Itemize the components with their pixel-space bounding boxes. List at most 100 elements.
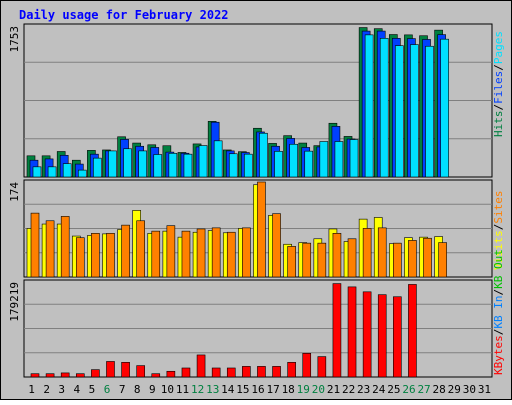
bar-sites: Sites 6: 80 [106,233,115,278]
bar-pages: Pages 10: 275 [168,153,178,178]
bar-pages: Pages 8: 303 [138,150,147,178]
bar-kbytes: KBytes 19: 44700 [302,353,312,378]
y-max-label: 1753 [8,26,21,53]
bar-pages: Pages 25: 1525 [395,45,404,178]
bar-sites: Sites 7: 95 [121,224,130,278]
bar-sites: Sites 24: 90 [377,227,387,278]
bar-kbytes: KBytes 24: 155300 [377,294,387,378]
x-axis: 1 2 3 4 5 6 7 8 9 10 11 12 13 14 15 16 17 18 19 20 21 22 23 24 2… [28,383,491,396]
bar-sites: Sites 28: 63 [438,242,447,278]
y-max-label: 179219 [8,282,21,322]
bar-sites: Sites 20: 62 [317,242,327,278]
bar-kbytes: KBytes 4: 6200 [75,373,85,378]
x-tick-label: 31 [478,383,491,396]
bar-pages: Pages 18: 380 [289,143,298,178]
bar-sites: Sites 12: 88 [196,228,206,278]
bar-kbytes: KBytes 13: 17000 [211,367,221,378]
bar-pages: Pages 7: 328 [123,148,132,178]
bar-pages: Pages 16: 508 [259,132,268,178]
bar-kbytes: KBytes 20: 38500 [317,356,327,378]
x-tick-label: 29 [448,383,461,396]
bar-kbytes: KBytes 3: 7700 [60,372,70,378]
legend-entry: KB In [492,296,505,329]
x-tick-label: 24 [372,383,386,396]
bar-sites: Sites 4: 72 [75,237,85,278]
bar-kbytes: KBytes 18: 27700 [287,362,296,378]
bar-pages: Pages 17: 298 [274,151,283,178]
bar-sites: Sites 5: 80 [91,233,100,278]
panel-legend: KBytes/KB In/KB Out [492,249,505,375]
legend-entry: Hits [492,111,505,138]
x-tick-label: 5 [89,383,96,396]
bar-pages: Pages 23: 1650 [364,34,374,178]
bar-kbytes: KBytes 8: 21500 [136,365,145,378]
bar-pages: Pages 13: 420 [213,140,223,178]
x-tick-label: 20 [312,383,325,396]
bar-pages: Pages 2: 118 [47,166,57,178]
x-tick-label: 21 [327,383,340,396]
bar-sites: Sites 3: 111 [60,216,70,278]
bar-sites: Sites 25: 62 [393,242,402,278]
x-tick-label: 15 [236,383,249,396]
bar-sites: Sites 2: 103 [45,220,55,278]
legend-entry: KBytes [492,335,505,375]
bar-pages: Pages 27: 1518 [425,45,434,178]
bar-pages: Pages 15: 265 [244,153,253,178]
bar-kbytes: KBytes 11: 17000 [181,367,191,378]
bar-pages: Pages 11: 265 [183,153,193,178]
bar-kbytes: KBytes 15: 20000 [242,366,251,378]
x-tick-label: 10 [161,383,174,396]
bar-sites: Sites 19: 62 [302,242,312,278]
x-tick-label: 22 [342,383,355,396]
bar-sites: Sites 14: 82 [226,231,236,278]
x-tick-label: 8 [134,383,141,396]
bar-pages: Pages 24: 1610 [379,38,389,178]
bar-sites: Sites 27: 71 [423,237,432,278]
bar-sites: Sites 16: 174 [257,181,266,278]
bar-kbytes: KBytes 6: 29300 [106,361,115,378]
bar-kbytes: KBytes 2: 6200 [45,373,55,378]
x-tick-label: 7 [119,383,126,396]
bar-sites: Sites 21: 80 [332,233,342,278]
y-max-label: 174 [8,182,21,202]
legend-entry: / [492,224,505,231]
bar-sites: Sites 11: 84 [181,230,191,278]
bar-pages: Pages 28: 1600 [440,38,449,178]
x-tick-label: 19 [297,383,310,396]
bar-sites: Sites 1: 117 [30,212,40,278]
x-tick-label: 30 [463,383,476,396]
legend-entry: / [492,289,505,296]
legend-entry: Visits [492,230,505,270]
bar-pages: Pages 22: 435 [349,139,359,178]
bar-pages: Pages 26: 1537 [410,44,419,178]
x-tick-label: 17 [266,383,279,396]
bar-pages: Pages 19: 300 [304,150,314,178]
bar-kbytes: KBytes 10: 10800 [166,370,176,378]
bar-sites: Sites 17: 116 [272,213,281,278]
bar-kbytes: KBytes 26: 174600 [408,284,417,378]
legend-entry: KB Out [492,249,505,289]
bar-pages: Pages 20: 412 [319,141,329,178]
bar-kbytes: KBytes 14: 17000 [226,367,236,378]
kbytes-panel: 179219 KBytes 1: 6200 KBytes 2: 6200 KBytes… [8,249,505,378]
legend-entry: Pages [492,31,505,64]
panel-legend: Visits/Sites [492,191,505,271]
x-tick-label: 16 [251,383,264,396]
bar-sites: Sites 9: 84 [151,230,161,278]
x-tick-label: 28 [433,383,446,396]
bar-pages: Pages 5: 219 [93,157,102,178]
x-tick-label: 18 [282,383,295,396]
x-tick-label: 25 [387,383,400,396]
x-tick-label: 2 [43,383,50,396]
x-tick-label: 6 [104,383,111,396]
legend-entry: Sites [492,191,505,224]
bar-kbytes: KBytes 1: 6200 [30,373,40,378]
bar-sites: Sites 15: 90 [242,227,251,278]
bar-sites: Sites 22: 70 [347,238,357,278]
bar-kbytes: KBytes 16: 20000 [257,366,266,378]
